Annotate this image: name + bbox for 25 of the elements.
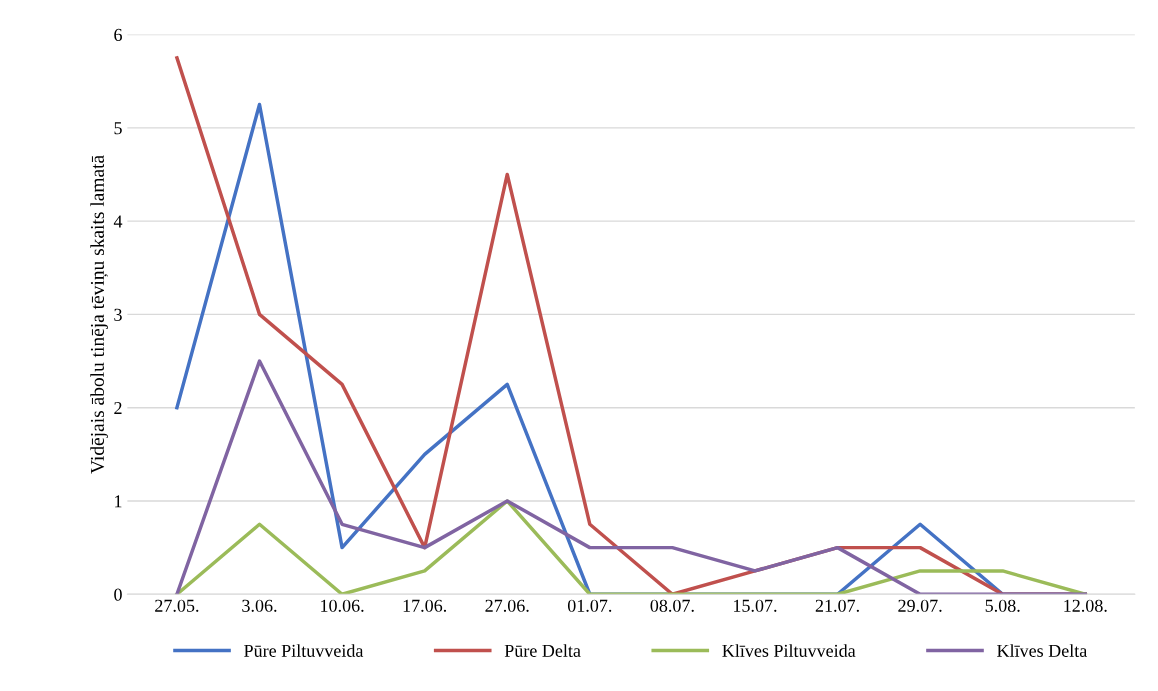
y-tick-label: 2 xyxy=(114,402,122,414)
y-tick-label: 0 xyxy=(114,588,122,601)
x-tick-label: 3.06. xyxy=(242,599,277,612)
legend-label: Pūre Delta xyxy=(504,644,581,657)
y-tick-label: 6 xyxy=(114,28,122,41)
y-tick-label: 4 xyxy=(113,215,123,228)
line-series xyxy=(175,359,1088,595)
legend-label: Klīves Piltuvveida xyxy=(722,644,856,657)
x-tick-label: 08.07. xyxy=(650,599,694,612)
x-tick-label: 17.06. xyxy=(403,599,447,612)
y-tick-label: 5 xyxy=(114,122,122,135)
x-tick-label: 10.06. xyxy=(321,599,364,612)
x-tick-label: 5.08. xyxy=(985,599,1020,612)
x-tick-label: 12.08. xyxy=(1064,599,1107,612)
x-tick-label: 21.07. xyxy=(815,599,859,612)
x-tick-label: 27.06. xyxy=(485,599,529,612)
x-tick-label: 15.07. xyxy=(734,599,777,612)
x-tick-label: 27.05. xyxy=(155,599,199,612)
y-axis-title: Vidējais ābolu tinēja tēviņu skaits lamatā xyxy=(90,155,108,474)
y-tick-label: 3 xyxy=(114,308,122,321)
y-tick-label: 1 xyxy=(115,495,122,508)
legend-label: Klīves Delta xyxy=(997,644,1088,657)
x-tick-label: 29.07. xyxy=(898,599,942,612)
legend-label: Pūre Piltuvveida xyxy=(244,644,364,657)
x-tick-label: 01.07. xyxy=(567,599,612,612)
